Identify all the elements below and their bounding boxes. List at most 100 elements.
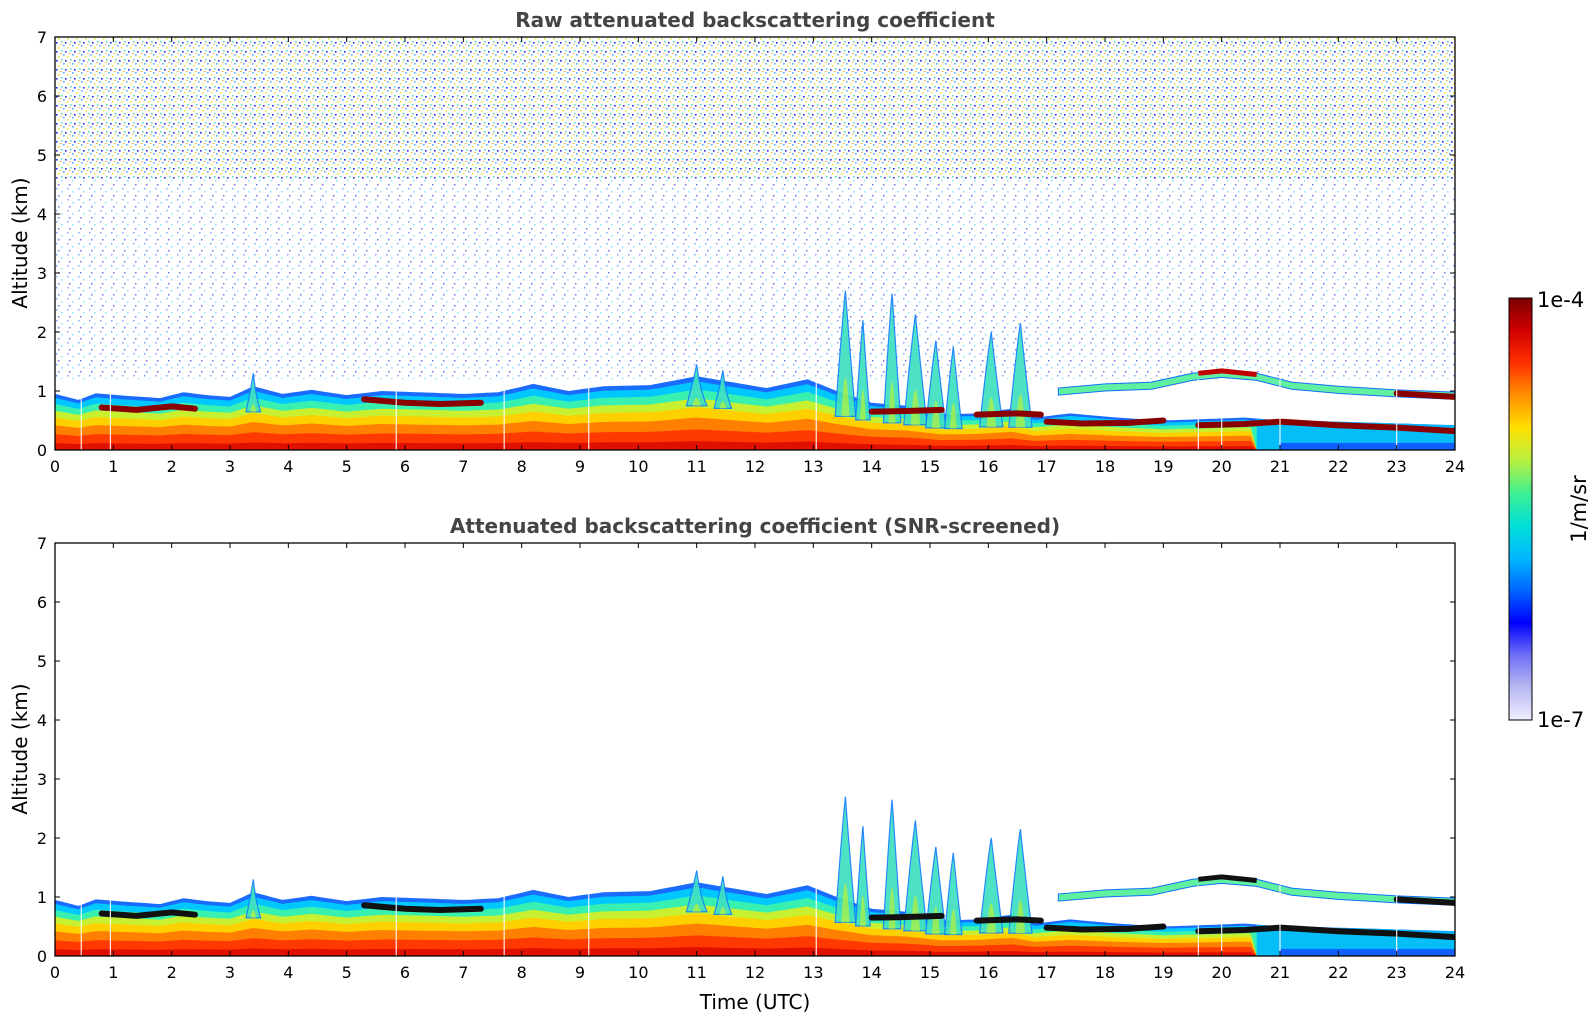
plume-core <box>692 903 701 912</box>
x-tick-label: 1 <box>108 457 118 476</box>
x-tick-label: 0 <box>50 963 60 982</box>
x-tick-label: 11 <box>686 963 706 982</box>
convective-plume <box>245 879 262 919</box>
dense-aerosol-layer <box>361 902 484 913</box>
plume-core <box>692 397 701 406</box>
y-tick-label: 2 <box>37 323 47 342</box>
x-tick-label: 5 <box>342 457 352 476</box>
dense-aerosol-layer <box>868 406 945 415</box>
bottom-panel-axes: 0 1 2 3 4 5 6 7 8 9 10 11 12 13 14 15 16 17 18 19 20 21 22 23 24… <box>37 534 1465 982</box>
x-tick-label: 15 <box>920 963 940 982</box>
plume-core <box>250 910 257 918</box>
plume-core <box>841 883 850 923</box>
elevated-cloud-core <box>1198 874 1257 883</box>
x-tick-label: 7 <box>458 457 468 476</box>
x-tick-label: 24 <box>1445 457 1465 476</box>
convective-plume <box>685 364 708 407</box>
x-tick-label: 4 <box>283 963 293 982</box>
convective-plume <box>943 346 963 430</box>
x-tick-label: 2 <box>167 457 177 476</box>
x-tick-label: 19 <box>1153 457 1173 476</box>
dense-aerosol-layer <box>361 396 484 407</box>
convective-plume <box>978 331 1004 428</box>
elevated-cloud-core <box>1198 368 1257 377</box>
x-tick-label: 10 <box>628 963 648 982</box>
dense-aerosol-layer <box>1195 418 1455 435</box>
y-tick-label: 3 <box>37 770 47 789</box>
plume-core <box>949 403 957 429</box>
top-panel-title: Raw attenuated backscattering coefficien… <box>515 8 995 32</box>
surface-layer <box>1280 442 1455 450</box>
y-tick-label: 6 <box>37 87 47 106</box>
x-tick-label: 9 <box>575 963 585 982</box>
dense-aerosol-layer <box>868 912 945 921</box>
x-tick-label: 5 <box>342 963 352 982</box>
bottom-panel-image <box>55 796 1455 956</box>
dense-aerosol-layer <box>1043 417 1167 427</box>
x-tick-label: 3 <box>225 457 235 476</box>
x-tick-label: 20 <box>1211 963 1231 982</box>
colorbar-max-label: 1e-4 <box>1537 288 1584 312</box>
x-tick-label: 8 <box>517 457 527 476</box>
convective-plume <box>834 796 857 923</box>
dense-aerosol-layer <box>1195 924 1455 941</box>
x-tick-label: 2 <box>167 963 177 982</box>
plume-core <box>949 909 957 935</box>
x-tick-label: 6 <box>400 963 410 982</box>
x-tick-label: 22 <box>1328 457 1348 476</box>
x-tick-label: 16 <box>978 457 998 476</box>
x-tick-label: 21 <box>1270 457 1290 476</box>
dense-aerosol-layer <box>1393 390 1455 400</box>
x-tick-label: 17 <box>1036 963 1056 982</box>
dense-aerosol-layer <box>973 916 1044 924</box>
plume-core <box>860 895 866 926</box>
y-tick-label: 1 <box>37 382 47 401</box>
y-tick-label: 1 <box>37 888 47 907</box>
plume-core <box>250 404 257 412</box>
x-tick-label: 10 <box>628 457 648 476</box>
elevated-cloud-layer <box>1057 875 1455 906</box>
noise-aloft <box>55 37 1455 179</box>
x-tick-label: 12 <box>745 963 765 982</box>
x-tick-label: 13 <box>803 457 823 476</box>
x-tick-label: 22 <box>1328 963 1348 982</box>
x-tick-label: 1 <box>108 963 118 982</box>
x-tick-label: 18 <box>1095 457 1115 476</box>
convective-plume <box>834 290 857 417</box>
surface-layer <box>1280 948 1455 956</box>
convective-plume <box>1008 829 1033 934</box>
x-tick-label: 18 <box>1095 963 1115 982</box>
convective-plume <box>903 820 928 932</box>
elevated-cloud-layer <box>1057 369 1455 400</box>
convective-plume <box>685 870 708 913</box>
x-tick-label: 9 <box>575 457 585 476</box>
convective-plume <box>978 837 1004 934</box>
x-tick-label: 12 <box>745 457 765 476</box>
bottom-panel-title: Attenuated backscattering coefficient (S… <box>450 514 1060 538</box>
convective-plume <box>943 852 963 936</box>
x-tick-label: 4 <box>283 457 293 476</box>
convective-plume <box>882 799 902 930</box>
noise-mid <box>55 178 1455 380</box>
x-tick-label: 19 <box>1153 963 1173 982</box>
convective-plume <box>854 826 871 927</box>
convective-plume <box>1008 323 1033 428</box>
colorbar <box>1508 297 1533 721</box>
convective-plume <box>854 320 871 421</box>
convective-plume <box>882 293 902 424</box>
dense-aerosol-layer <box>98 909 198 919</box>
plume-core <box>910 389 921 425</box>
x-tick-label: 17 <box>1036 457 1056 476</box>
y-tick-label: 4 <box>37 205 47 224</box>
plume-core <box>719 401 727 409</box>
y-tick-label: 5 <box>37 652 47 671</box>
x-tick-label: 20 <box>1211 457 1231 476</box>
y-tick-label: 4 <box>37 711 47 730</box>
y-tick-label: 2 <box>37 829 47 848</box>
x-axis-label: Time (UTC) <box>699 990 811 1014</box>
dense-aerosol-layer <box>1043 923 1167 933</box>
plume-core <box>841 377 850 417</box>
x-tick-label: 13 <box>803 963 823 982</box>
top-panel-axes: 0 1 2 3 4 5 6 7 8 9 10 11 12 13 14 15 16 17 18 19 20 21 22 23 24… <box>37 28 1465 476</box>
